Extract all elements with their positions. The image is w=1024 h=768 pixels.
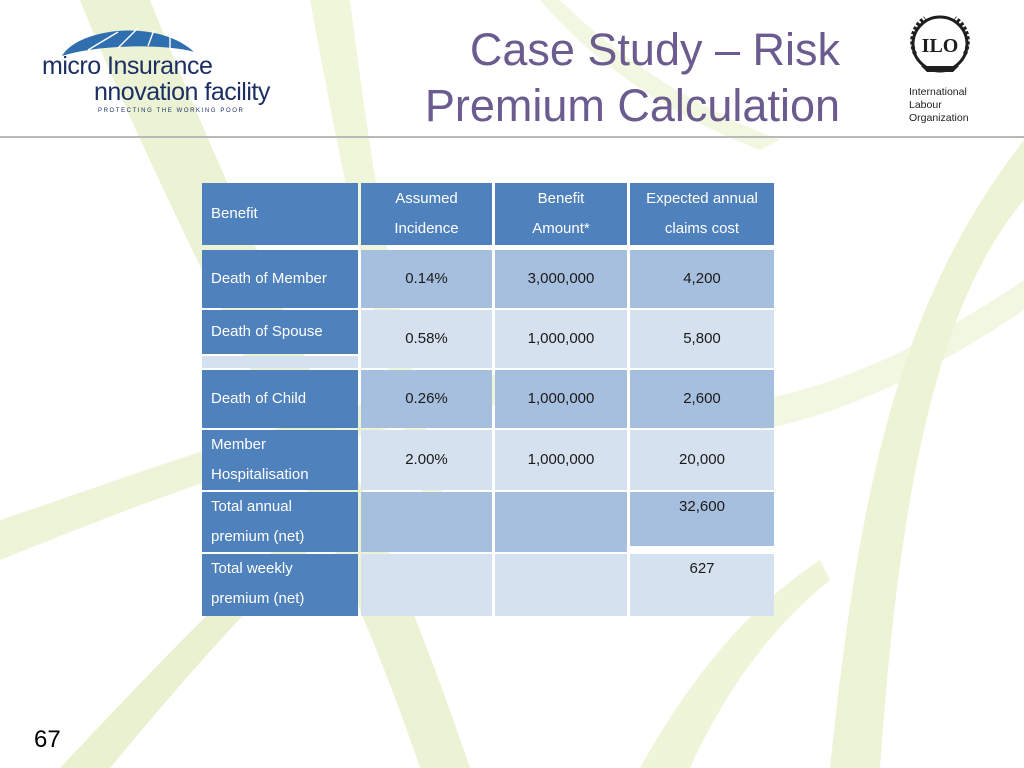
slide-number: 67 (34, 726, 61, 753)
cell-cost: 20,000 (630, 430, 774, 490)
mif-logo-tagline: PROTECTING THE WORKING POOR (98, 108, 245, 114)
header-assumed-incidence: Assumed Incidence (361, 183, 492, 245)
header-cost-line2: claims cost (664, 220, 740, 237)
row-label-line2: Hospitalisation (211, 466, 309, 483)
cell-total-weekly: 627 (630, 554, 774, 616)
ilo-text-line2: Labour (909, 99, 942, 111)
row-label-line1: Total weekly (211, 560, 293, 577)
cell-amount: 3,000,000 (495, 250, 627, 308)
cell-incidence: 0.14% (361, 250, 492, 308)
header-incidence-line1: Assumed (395, 190, 458, 207)
cell-incidence: 0.58% (361, 310, 492, 368)
ilo-text-line3: Organization (909, 112, 969, 124)
row-label-line1: Member (211, 436, 267, 453)
cell-incidence: 2.00% (361, 430, 492, 490)
cell-amount: 1,000,000 (495, 430, 627, 490)
row-gap (202, 356, 358, 368)
cell-empty (361, 492, 492, 552)
header-divider (0, 136, 1024, 138)
cell-cost: 2,600 (630, 370, 774, 428)
slide-title: Case Study – Risk Premium Calculation (340, 22, 840, 134)
ilo-text-line1: International (909, 86, 967, 98)
cell-amount: 1,000,000 (495, 310, 627, 368)
cell-empty (495, 492, 627, 552)
cell-empty (495, 554, 627, 616)
header-amount-line1: Benefit (537, 190, 585, 207)
risk-premium-table: Benefit Assumed Incidence Benefit Amount… (202, 183, 774, 616)
header-incidence-line2: Incidence (394, 220, 459, 237)
ilo-emblem-icon: ILO (910, 15, 970, 73)
cell-cost: 4,200 (630, 250, 774, 308)
row-label-total-annual-premium: Total annual premium (net) (202, 492, 358, 552)
row-label-death-of-child: Death of Child (202, 370, 358, 428)
slide-title-line1: Case Study – Risk (469, 24, 840, 75)
row-label-member-hospitalisation: Member Hospitalisation (202, 430, 358, 490)
row-label-death-of-member: Death of Member (202, 250, 358, 308)
cell-empty (361, 554, 492, 616)
umbrella-icon (62, 27, 194, 56)
cell-total-annual: 32,600 (630, 492, 774, 546)
header-cost-line1: Expected annual (646, 190, 758, 207)
header-benefit-amount: Benefit Amount* (495, 183, 627, 245)
row-label-line1: Total annual (211, 498, 292, 515)
row-label-total-weekly-premium: Total weekly premium (net) (202, 554, 358, 616)
cell-incidence: 0.26% (361, 370, 492, 428)
header-benefit: Benefit (202, 183, 358, 245)
mif-logo-line2: nnovation facility (94, 78, 270, 106)
header-amount-line2: Amount* (532, 220, 590, 237)
cell-cost: 5,800 (630, 310, 774, 368)
mif-logo-line1: micro Insurance (42, 52, 213, 80)
cell-amount: 1,000,000 (495, 370, 627, 428)
header-expected-claims-cost: Expected annual claims cost (630, 183, 774, 245)
row-label-line2: premium (net) (211, 590, 305, 607)
ilo-emblem-text: ILO (922, 35, 959, 57)
slide-title-line2: Premium Calculation (424, 80, 840, 131)
ilo-logo: ILO International Labour Organization (905, 12, 985, 130)
row-label-line2: premium (net) (211, 528, 305, 545)
row-label-death-of-spouse: Death of Spouse (202, 310, 358, 354)
microinsurance-innovation-facility-logo: micro Insurance nnovation facility PROTE… (38, 22, 278, 118)
